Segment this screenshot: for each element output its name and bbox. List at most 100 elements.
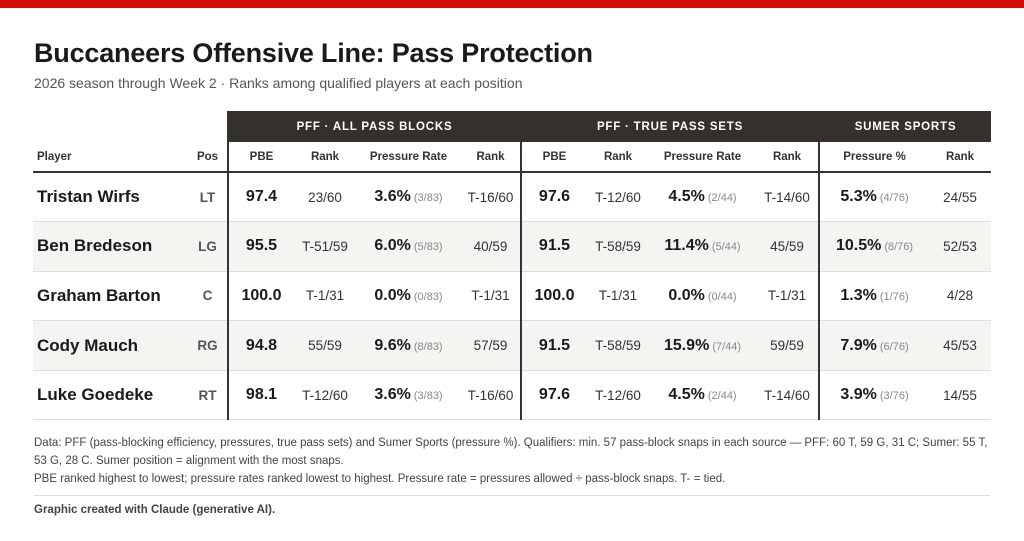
- true-pressure-count: (2/44): [707, 192, 737, 205]
- all-pressure-rate-value: 3.6%: [374, 386, 411, 404]
- group-header-pff-true: PFF · TRUE PASS SETS: [519, 111, 820, 142]
- sumer-pressure-cell: 7.9% (6/76): [818, 320, 930, 371]
- group-header-row: PFF · ALL PASS BLOCKS PFF · TRUE PASS SE…: [33, 111, 992, 142]
- sumer-pressure-value: 5.3%: [840, 188, 877, 206]
- col-header-sumer-rank: Rank: [929, 142, 992, 173]
- all-pressure-count: (3/83): [413, 192, 443, 205]
- true-pressure-rate-value: 11.4%: [664, 237, 709, 255]
- true-pbe-rank: T-1/31: [587, 271, 649, 322]
- sumer-rank: 4/28: [929, 271, 992, 322]
- true-pressure-rate-rank: 45/59: [756, 221, 820, 272]
- page-subtitle: 2026 season through Week 2 · Ranks among…: [34, 75, 523, 91]
- true-pressure-rate-cell: 0.0% (0/44): [649, 271, 756, 322]
- footer-divider: [34, 495, 990, 496]
- true-pbe-value: 97.6: [520, 370, 587, 421]
- true-pbe-rank: T-12/60: [587, 172, 649, 223]
- sumer-rank: 45/53: [929, 320, 992, 371]
- player-position: RT: [188, 370, 228, 421]
- all-pressure-rate-rank: T-1/31: [461, 271, 521, 322]
- footnote-data-sources: Data: PFF (pass-blocking efficiency, pre…: [34, 437, 988, 467]
- sumer-pressure-count: (6/76): [879, 340, 909, 353]
- col-header-true-pbe-rank: Rank: [587, 142, 649, 173]
- all-pressure-rate-value: 0.0%: [374, 286, 411, 304]
- player-name: Cody Mauch: [33, 320, 188, 371]
- true-pbe-value: 100.0: [520, 271, 587, 322]
- true-pressure-rate-cell: 11.4% (5/44): [649, 221, 756, 272]
- true-pressure-rate-rank: T-14/60: [756, 172, 820, 223]
- all-pbe-value: 98.1: [227, 370, 294, 421]
- true-pressure-rate-cell: 4.5% (2/44): [649, 370, 756, 421]
- all-pbe-rank: T-12/60: [294, 370, 356, 421]
- true-pressure-rate-value: 4.5%: [668, 386, 705, 404]
- true-pressure-rate-rank: 59/59: [756, 320, 820, 371]
- true-pbe-rank: T-12/60: [587, 370, 649, 421]
- all-pbe-rank: 55/59: [294, 320, 356, 371]
- true-pbe-rank: T-58/59: [587, 320, 649, 371]
- true-pressure-rate-value: 15.9%: [663, 336, 710, 354]
- sumer-pressure-cell: 10.5% (8/76): [818, 221, 930, 272]
- true-pressure-count: (2/44): [707, 390, 737, 403]
- player-name: Luke Goedeke: [33, 370, 188, 421]
- player-position: LT: [188, 172, 228, 223]
- all-pbe-value: 95.5: [227, 221, 294, 272]
- col-header-true-pr-rank: Rank: [756, 142, 820, 173]
- true-pressure-rate-rank: T-14/60: [756, 370, 820, 421]
- group-header-sumer: SUMER SPORTS: [818, 111, 992, 142]
- sumer-pressure-value: 3.9%: [840, 386, 877, 404]
- group-header-spacer: [33, 111, 228, 142]
- col-header-player: Player: [33, 142, 188, 173]
- all-pressure-rate-value: 6.0%: [374, 237, 411, 255]
- all-pressure-rate-cell: 3.6% (3/83): [356, 172, 461, 223]
- true-pressure-count: (0/44): [707, 290, 737, 303]
- stats-table: PFF · ALL PASS BLOCKS PFF · TRUE PASS SE…: [33, 111, 992, 421]
- all-pressure-rate-cell: 6.0% (5/83): [356, 221, 461, 272]
- sumer-pressure-value: 10.5%: [835, 237, 882, 255]
- all-pressure-rate-cell: 9.6% (8/83): [356, 320, 461, 371]
- sumer-pressure-count: (1/76): [879, 290, 909, 303]
- col-header-all-pbe: PBE: [227, 142, 294, 173]
- table-row: Graham Barton C 100.0 T-1/31 0.0% (0/83) …: [33, 271, 992, 322]
- sumer-rank: 14/55: [929, 370, 992, 421]
- sumer-pressure-count: (8/76): [884, 241, 914, 254]
- sumer-pressure-value: 1.3%: [840, 286, 877, 304]
- column-header-row: Player Pos PBE Rank Pressure Rate Rank P…: [33, 142, 992, 173]
- true-pbe-value: 91.5: [520, 221, 587, 272]
- col-header-pos: Pos: [188, 142, 228, 173]
- all-pressure-count: (8/83): [413, 340, 443, 353]
- player-name: Ben Bredeson: [33, 221, 188, 272]
- all-pressure-count: (3/83): [413, 390, 443, 403]
- col-header-all-pbe-rank: Rank: [294, 142, 356, 173]
- all-pressure-rate-rank: 40/59: [461, 221, 521, 272]
- true-pbe-value: 97.6: [520, 172, 587, 223]
- true-pressure-rate-rank: T-1/31: [756, 271, 820, 322]
- group-header-pff-all: PFF · ALL PASS BLOCKS: [227, 111, 521, 142]
- all-pressure-count: (5/83): [413, 241, 443, 254]
- all-pbe-rank: T-51/59: [294, 221, 356, 272]
- player-position: RG: [188, 320, 228, 371]
- footnotes: Data: PFF (pass-blocking efficiency, pre…: [34, 434, 992, 488]
- true-pressure-count: (5/44): [711, 241, 741, 254]
- all-pressure-rate-cell: 3.6% (3/83): [356, 370, 461, 421]
- accent-bar: [0, 0, 1024, 8]
- sumer-rank: 24/55: [929, 172, 992, 223]
- sumer-pressure-cell: 3.9% (3/76): [818, 370, 930, 421]
- all-pressure-rate-rank: T-16/60: [461, 172, 521, 223]
- credit-line: Graphic created with Claude (generative …: [34, 504, 276, 516]
- col-header-all-pressure-rate: Pressure Rate: [356, 142, 461, 173]
- table-row: Luke Goedeke RT 98.1 T-12/60 3.6% (3/83) …: [33, 370, 992, 421]
- player-position: LG: [188, 221, 228, 272]
- player-name: Graham Barton: [33, 271, 188, 322]
- all-pbe-rank: 23/60: [294, 172, 356, 223]
- true-pressure-rate-value: 0.0%: [668, 286, 705, 304]
- footnote-ranking-method: PBE ranked highest to lowest; pressure r…: [34, 473, 726, 485]
- all-pbe-value: 94.8: [227, 320, 294, 371]
- col-header-sumer-pressure-pct: Pressure %: [818, 142, 930, 173]
- sumer-pressure-value: 7.9%: [840, 336, 877, 354]
- sumer-pressure-cell: 5.3% (4/76): [818, 172, 930, 223]
- true-pbe-value: 91.5: [520, 320, 587, 371]
- sumer-pressure-cell: 1.3% (1/76): [818, 271, 930, 322]
- true-pressure-count: (7/44): [712, 340, 742, 353]
- table-row: Tristan Wirfs LT 97.4 23/60 3.6% (3/83) T…: [33, 172, 992, 223]
- all-pbe-rank: T-1/31: [294, 271, 356, 322]
- all-pbe-value: 100.0: [227, 271, 294, 322]
